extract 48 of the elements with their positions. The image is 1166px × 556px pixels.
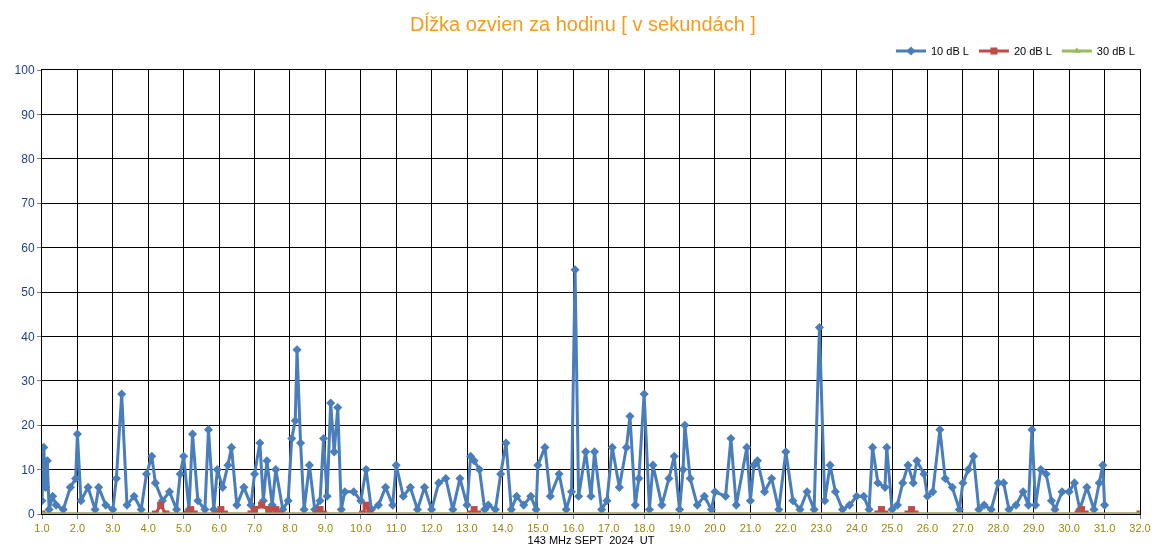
x-tick-label: 13.0 xyxy=(456,522,478,535)
x-tick-label: 8.0 xyxy=(282,522,298,535)
x-tick-label: 27.0 xyxy=(952,522,974,535)
x-tick-label: 24.0 xyxy=(845,522,868,535)
legend-label: 30 dB L xyxy=(1096,45,1135,58)
x-tick-label: 12.0 xyxy=(420,522,443,535)
x-tick-label: 3.0 xyxy=(105,522,121,535)
x-tick-label: 19.0 xyxy=(668,522,691,535)
x-tick-label: 15.0 xyxy=(527,522,549,535)
x-tick-label: 22.0 xyxy=(775,522,797,535)
x-tick-label: 14.0 xyxy=(491,522,514,535)
x-tick-label: 17.0 xyxy=(598,522,620,535)
x-tick-label: 7.0 xyxy=(246,522,263,535)
x-tick-label: 28.0 xyxy=(987,522,1010,535)
y-tick-label: 70 xyxy=(21,196,35,211)
x-tick-label: 5.0 xyxy=(176,522,192,535)
x-tick-label: 30.0 xyxy=(1058,522,1080,535)
legend-label: 20 dB L xyxy=(1013,45,1052,58)
y-tick-label: 50 xyxy=(21,285,35,300)
x-tick-label: 21.0 xyxy=(739,522,762,535)
x-tick-label: 31.0 xyxy=(1093,522,1116,535)
y-tick-label: 80 xyxy=(21,152,35,166)
x-tick-label: 32.0 xyxy=(1129,522,1151,535)
y-tick-label: 100 xyxy=(14,63,35,78)
y-tick-label: 20 xyxy=(21,418,35,433)
x-tick-label: 10.0 xyxy=(350,522,372,535)
x-tick-label: 29.0 xyxy=(1023,522,1045,535)
y-tick-label: 10 xyxy=(21,462,35,477)
x-tick-label: 23.0 xyxy=(810,522,832,535)
legend-label: 10 dB L xyxy=(931,45,969,58)
y-tick-label: 30 xyxy=(21,374,35,388)
x-tick-label: 18.0 xyxy=(633,522,655,535)
y-tick-label: 60 xyxy=(21,240,35,255)
x-tick-label: 26.0 xyxy=(916,522,939,535)
x-tick-label: 9.0 xyxy=(317,522,333,535)
y-tick-label: 90 xyxy=(21,107,35,122)
x-tick-label: 1.0 xyxy=(34,522,50,535)
x-tick-label: 25.0 xyxy=(881,522,903,535)
y-tick-label: 40 xyxy=(21,329,35,344)
x-tick-label: 16.0 xyxy=(562,522,584,535)
x-tick-label: 2.0 xyxy=(69,522,86,535)
x-axis-title: 143 MHz SEPT 2024 UT xyxy=(527,534,655,547)
x-tick-label: 4.0 xyxy=(140,522,156,535)
chart-title: Dĺžka ozvien za hodinu [ v sekundách ] xyxy=(410,11,756,35)
x-tick-label: 6.0 xyxy=(211,522,227,535)
x-tick-label: 20.0 xyxy=(704,522,726,535)
y-tick-label: 0 xyxy=(27,507,35,522)
x-tick-label: 11.0 xyxy=(385,522,407,535)
